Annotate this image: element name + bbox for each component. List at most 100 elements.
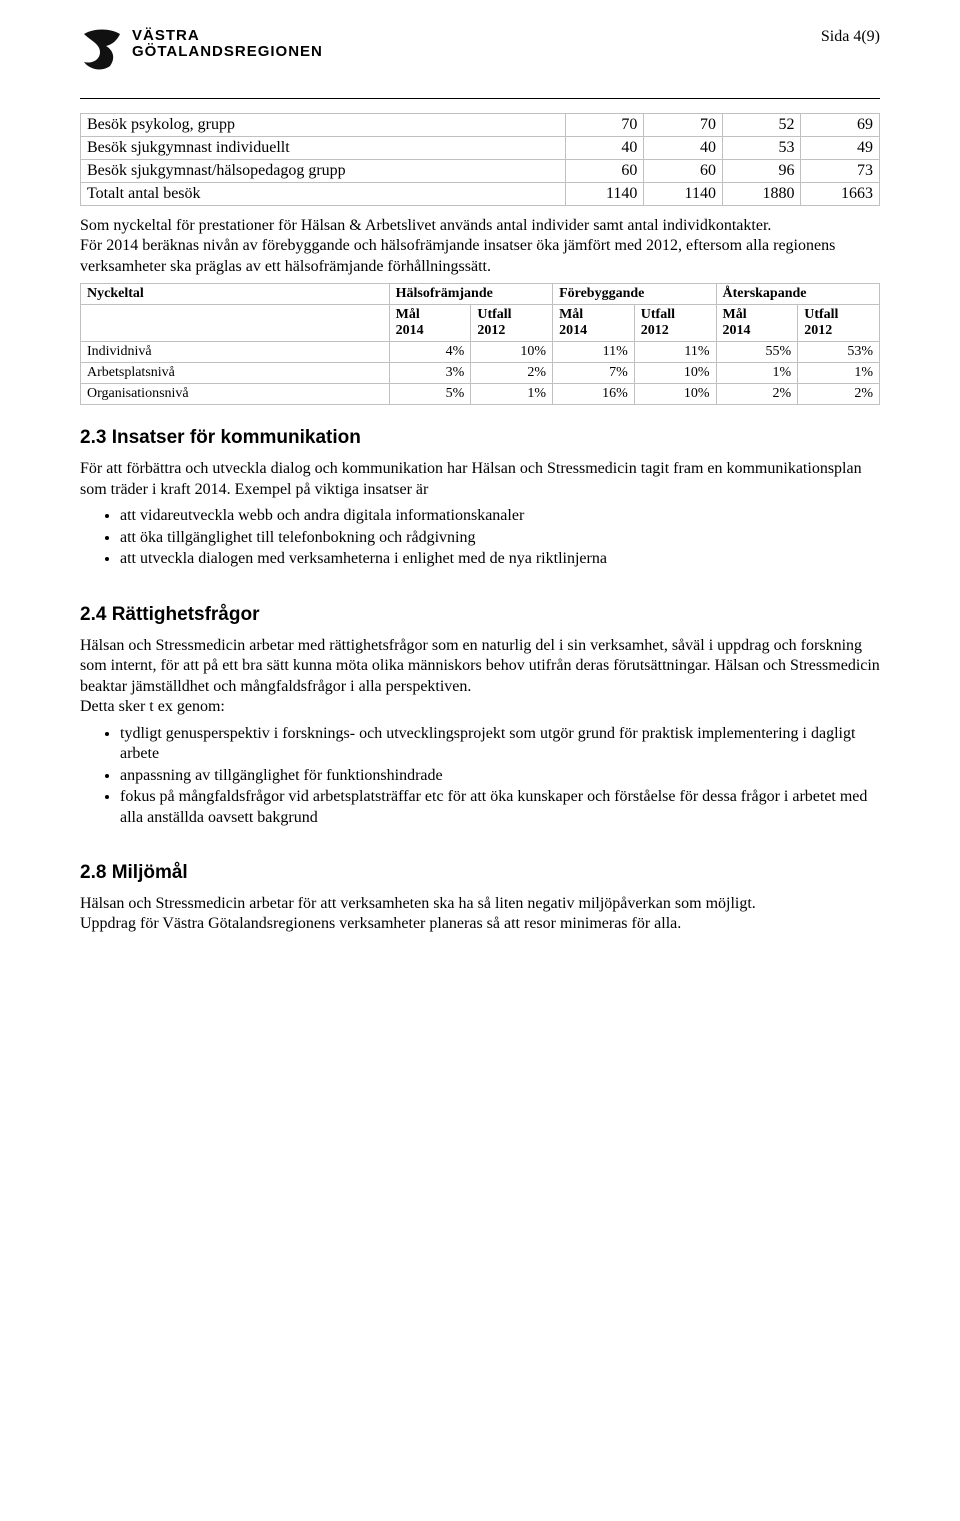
cell-value: 60	[565, 160, 644, 183]
bullet-list: att vidareutveckla webb och andra digita…	[80, 506, 880, 569]
logo-line2: GÖTALANDSREGIONEN	[132, 44, 323, 60]
sub: Utfall2012	[471, 305, 553, 342]
cell-value: 53%	[798, 342, 880, 363]
cell-value: 49	[801, 137, 880, 160]
text: Hälsan och Stressmedicin arbetar för att…	[80, 895, 756, 912]
list-item: att vidareutveckla webb och andra digita…	[120, 506, 880, 526]
text: 2014	[396, 323, 424, 338]
text: Detta sker t ex genom:	[80, 698, 225, 715]
logo-text: VÄSTRA GÖTALANDSREGIONEN	[132, 28, 323, 60]
sub: Utfall2012	[634, 305, 716, 342]
col-group: Återskapande	[716, 284, 880, 305]
text: 2012	[641, 323, 669, 338]
text: 2014	[723, 323, 751, 338]
cell-value: 1880	[722, 183, 801, 206]
text: Mål	[723, 307, 747, 322]
list-item: att utveckla dialogen med verksamheterna…	[120, 549, 880, 569]
heading-2-8: 2.8 Miljömål	[80, 862, 880, 884]
cell-value: 69	[801, 114, 880, 137]
logo: VÄSTRA GÖTALANDSREGIONEN	[80, 28, 323, 72]
cell-value: 52	[722, 114, 801, 137]
cell-label: Totalt antal besök	[81, 183, 566, 206]
cell-value: 40	[644, 137, 723, 160]
cell-value: 16%	[553, 384, 635, 405]
cell-value: 70	[565, 114, 644, 137]
paragraph: Hälsan och Stressmedicin arbetar med rät…	[80, 636, 880, 718]
table-row: Besök sjukgymnast/hälsopedagog grupp6060…	[81, 160, 880, 183]
table-row: Besök sjukgymnast individuellt40405349	[81, 137, 880, 160]
text: Hälsan och Stressmedicin arbetar med rät…	[80, 637, 880, 695]
cell-value: 2%	[716, 384, 798, 405]
col-group: Hälsofrämjande	[389, 284, 552, 305]
paragraph: Som nyckeltal för prestationer för Hälsa…	[80, 216, 880, 277]
text: 2012	[477, 323, 505, 338]
paragraph: Hälsan och Stressmedicin arbetar för att…	[80, 894, 880, 935]
cell-value: 2%	[471, 363, 553, 384]
header-rule	[80, 98, 880, 99]
table-row: Besök psykolog, grupp70705269	[81, 114, 880, 137]
cell-value: 3%	[389, 363, 471, 384]
cell-value: 1%	[716, 363, 798, 384]
text: Utfall	[804, 307, 838, 322]
sub: Mål2014	[716, 305, 798, 342]
text: Mål	[559, 307, 583, 322]
logo-line1: VÄSTRA	[132, 28, 323, 44]
cell-value: 11%	[634, 342, 716, 363]
cell-label: Besök psykolog, grupp	[81, 114, 566, 137]
table-row: Totalt antal besök1140114018801663	[81, 183, 880, 206]
col-nyckeltal: Nyckeltal	[81, 284, 390, 305]
text: 2012	[804, 323, 832, 338]
list-item: fokus på mångfaldsfrågor vid arbetsplats…	[120, 787, 880, 828]
cell-value: 70	[644, 114, 723, 137]
visits-table: Besök psykolog, grupp70705269Besök sjukg…	[80, 113, 880, 206]
cell-value: 1140	[644, 183, 723, 206]
cell-value: 4%	[389, 342, 471, 363]
cell-value: 73	[801, 160, 880, 183]
cell-value: 60	[644, 160, 723, 183]
cell-value: 5%	[389, 384, 471, 405]
cell-value: 1140	[565, 183, 644, 206]
text: Utfall	[477, 307, 511, 322]
cell-value: 10%	[634, 363, 716, 384]
list-item: att öka tillgänglighet till telefonbokni…	[120, 528, 880, 548]
text: För 2014 beräknas nivån av förebyggande …	[80, 237, 835, 274]
page: VÄSTRA GÖTALANDSREGIONEN Sida 4(9) Besök…	[0, 0, 960, 975]
text: 2014	[559, 323, 587, 338]
table-row: Arbetsplatsnivå3%2%7%10%1%1%	[81, 363, 880, 384]
cell-value: 7%	[553, 363, 635, 384]
cell-value: 10%	[634, 384, 716, 405]
text: Utfall	[641, 307, 675, 322]
cell-value: 53	[722, 137, 801, 160]
cell-label: Individnivå	[81, 342, 390, 363]
cell-label: Besök sjukgymnast/hälsopedagog grupp	[81, 160, 566, 183]
cell-value: 1663	[801, 183, 880, 206]
cell-value: 1%	[798, 363, 880, 384]
cell-value: 2%	[798, 384, 880, 405]
nyckeltal-table: Nyckeltal Hälsofrämjande Förebyggande Åt…	[80, 283, 880, 405]
heading-2-4: 2.4 Rättighetsfrågor	[80, 604, 880, 626]
table-row: Organisationsnivå5%1%16%10%2%2%	[81, 384, 880, 405]
cell-value: 55%	[716, 342, 798, 363]
cell-value: 10%	[471, 342, 553, 363]
header: VÄSTRA GÖTALANDSREGIONEN Sida 4(9)	[80, 28, 880, 72]
sub: Mål2014	[389, 305, 471, 342]
empty-cell	[81, 305, 390, 342]
cell-value: 40	[565, 137, 644, 160]
sub: Utfall2012	[798, 305, 880, 342]
text: Uppdrag för Västra Götalandsregionens ve…	[80, 915, 681, 932]
col-group: Förebyggande	[553, 284, 716, 305]
cell-label: Arbetsplatsnivå	[81, 363, 390, 384]
page-number: Sida 4(9)	[821, 28, 880, 46]
list-item: anpassning av tillgänglighet för funktio…	[120, 766, 880, 786]
table-header-row: Nyckeltal Hälsofrämjande Förebyggande Åt…	[81, 284, 880, 305]
heading-2-3: 2.3 Insatser för kommunikation	[80, 427, 880, 449]
bullet-list: tydligt genusperspektiv i forsknings- oc…	[80, 724, 880, 828]
cell-label: Organisationsnivå	[81, 384, 390, 405]
cell-value: 96	[722, 160, 801, 183]
table-row: Individnivå4%10%11%11%55%53%	[81, 342, 880, 363]
logo-icon	[80, 28, 124, 72]
table-subheader-row: Mål2014 Utfall2012 Mål2014 Utfall2012 Må…	[81, 305, 880, 342]
cell-value: 1%	[471, 384, 553, 405]
cell-value: 11%	[553, 342, 635, 363]
list-item: tydligt genusperspektiv i forsknings- oc…	[120, 724, 880, 765]
